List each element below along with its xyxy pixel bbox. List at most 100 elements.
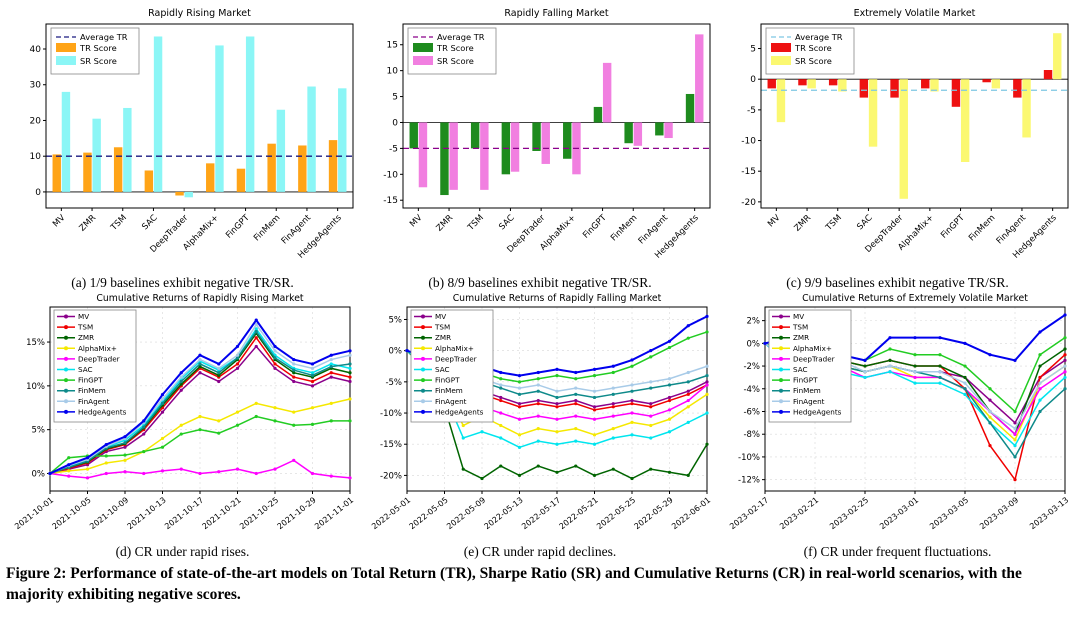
bar-tr-score xyxy=(1043,70,1052,80)
marker xyxy=(630,398,634,403)
marker xyxy=(705,442,709,446)
legend-label: ZMR xyxy=(435,333,451,342)
marker xyxy=(987,387,992,391)
marker xyxy=(254,344,258,349)
legend-marker xyxy=(63,399,68,404)
marker xyxy=(66,469,70,473)
marker xyxy=(1012,438,1017,442)
marker xyxy=(310,379,314,384)
marker xyxy=(310,406,314,410)
x-tick-label: 2023-03-05 xyxy=(928,495,970,531)
bar-sr-score xyxy=(776,79,785,123)
legend-label: HedgeAgents xyxy=(435,407,484,416)
legend-marker xyxy=(63,409,68,414)
marker xyxy=(630,402,634,406)
marker xyxy=(1037,375,1042,380)
marker xyxy=(686,324,690,328)
marker xyxy=(291,458,295,462)
bar-sr-score xyxy=(695,34,704,123)
marker xyxy=(887,336,892,340)
bar-tr-score xyxy=(981,79,991,83)
marker xyxy=(667,470,672,474)
legend-swatch xyxy=(55,56,76,65)
bar-tr-score xyxy=(266,143,276,192)
legend-marker xyxy=(778,356,783,361)
x-tick-label: FinGPT xyxy=(224,212,252,240)
marker xyxy=(686,380,690,384)
marker xyxy=(104,454,108,458)
y-tick-label: 40 xyxy=(29,45,41,55)
marker xyxy=(310,371,314,375)
y-tick-label: 2% xyxy=(746,317,760,327)
marker xyxy=(329,353,333,357)
marker xyxy=(235,362,239,366)
legend-label: FinMem xyxy=(435,386,463,395)
bar-chart-rapidly-falling-market: Rapidly Falling Market -15 -10 -5 0 5 10 15 MV ZM… xyxy=(383,8,711,261)
marker xyxy=(962,341,967,345)
bar-tr-score xyxy=(82,152,92,192)
bar-sr-score xyxy=(1052,33,1061,80)
marker xyxy=(104,461,108,465)
chart-title: Cumulative Returns of Rapidly Falling Ma… xyxy=(453,293,662,304)
marker xyxy=(536,439,540,443)
legend-label: SR Score xyxy=(795,56,832,66)
bar-tr-score xyxy=(52,154,61,192)
bar-sr-score xyxy=(184,191,193,198)
chart-title: Rapidly Falling Market xyxy=(504,8,609,19)
x-tick-label: 2023-03-09 xyxy=(978,495,1020,531)
marker xyxy=(480,430,484,434)
bar-tr-score xyxy=(655,122,664,136)
marker xyxy=(686,473,690,478)
marker xyxy=(1062,364,1067,368)
legend-label: FinGPT xyxy=(78,376,103,385)
bar-tr-score xyxy=(767,79,776,89)
legend-label: FinGPT xyxy=(793,376,818,385)
y-tick-label: -5 xyxy=(389,144,398,154)
marker xyxy=(705,383,709,387)
marker xyxy=(574,398,578,403)
marker xyxy=(686,420,690,424)
x-tick-label: 2022-05-17 xyxy=(520,495,562,531)
marker xyxy=(611,402,615,406)
marker xyxy=(912,375,917,380)
marker xyxy=(216,470,220,474)
bar-sr-score xyxy=(602,62,612,123)
marker xyxy=(667,408,672,412)
marker xyxy=(141,449,145,454)
marker xyxy=(536,402,540,406)
y-tick-label: 5 xyxy=(392,93,398,103)
marker xyxy=(329,362,333,366)
marker xyxy=(216,371,220,375)
x-tick-label: FinMem xyxy=(609,213,639,243)
marker xyxy=(686,405,690,409)
legend-marker xyxy=(63,356,68,361)
marker xyxy=(887,364,892,368)
marker xyxy=(555,374,559,378)
marker xyxy=(517,433,522,437)
legend-swatch xyxy=(55,43,76,52)
marker xyxy=(329,364,333,369)
bar-tr-score xyxy=(328,140,337,192)
marker xyxy=(649,402,653,406)
legend-swatch xyxy=(413,43,433,52)
bar-sr-score xyxy=(214,45,224,192)
marker xyxy=(912,364,917,368)
marker xyxy=(310,373,314,377)
marker xyxy=(611,427,615,431)
marker xyxy=(499,423,503,428)
marker xyxy=(1062,347,1067,351)
marker xyxy=(66,474,70,478)
y-tick-label: 10% xyxy=(26,382,45,392)
bar-tr-score xyxy=(1012,79,1022,98)
marker xyxy=(197,364,202,369)
legend-marker xyxy=(421,367,425,372)
bar-sr-score xyxy=(991,79,1000,89)
bar-tr-score xyxy=(236,168,245,192)
x-tick-label: 2022-05-09 xyxy=(445,495,487,531)
marker xyxy=(592,395,597,400)
marker xyxy=(611,436,615,440)
marker xyxy=(310,384,314,388)
marker xyxy=(517,392,522,396)
marker xyxy=(1012,421,1017,425)
marker xyxy=(272,467,277,471)
